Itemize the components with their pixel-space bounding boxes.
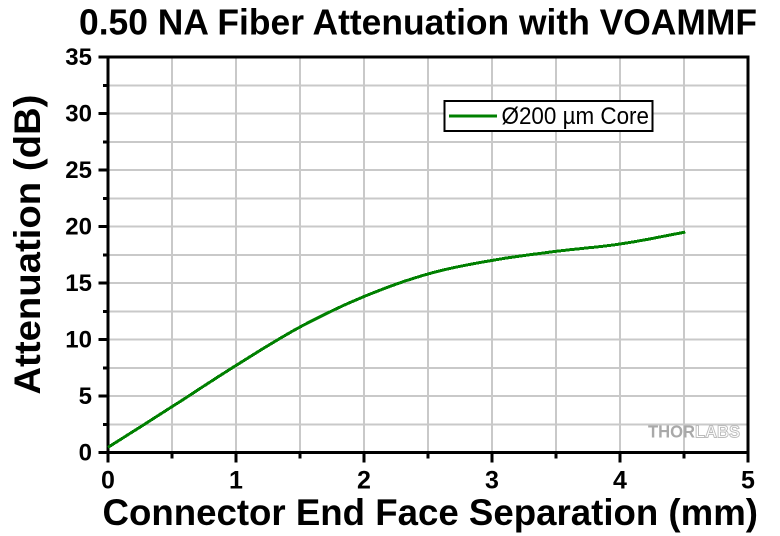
svg-text:Ø200 µm Core: Ø200 µm Core — [502, 103, 650, 130]
svg-text:0: 0 — [79, 440, 92, 467]
svg-text:20: 20 — [65, 214, 92, 241]
svg-text:0.50 NA Fiber Attenuation with: 0.50 NA Fiber Attenuation with VOAMMF — [79, 2, 757, 43]
svg-text:0: 0 — [101, 467, 115, 495]
svg-text:LABS: LABS — [695, 422, 740, 442]
svg-text:3: 3 — [485, 467, 499, 495]
svg-text:4: 4 — [613, 467, 627, 495]
svg-text:2: 2 — [357, 467, 371, 495]
svg-text:5: 5 — [79, 383, 92, 410]
svg-text:1: 1 — [229, 467, 243, 495]
svg-text:25: 25 — [65, 157, 92, 184]
svg-text:10: 10 — [65, 327, 92, 354]
svg-text:5: 5 — [741, 467, 755, 495]
svg-text:Attenuation (dB): Attenuation (dB) — [7, 95, 48, 395]
svg-text:15: 15 — [65, 270, 92, 297]
svg-text:35: 35 — [65, 44, 92, 71]
svg-text:THOR: THOR — [648, 422, 695, 442]
svg-text:Connector End Face Separation: Connector End Face Separation (mm) — [103, 492, 759, 533]
svg-text:30: 30 — [65, 101, 92, 128]
